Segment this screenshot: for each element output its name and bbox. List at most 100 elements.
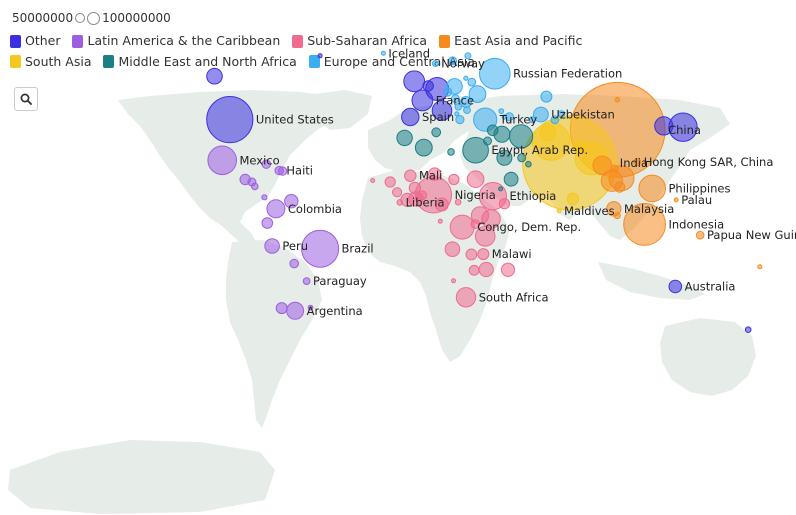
bubble-country[interactable] xyxy=(463,106,471,114)
bubble-country[interactable] xyxy=(500,262,516,277)
bubble-country[interactable] xyxy=(503,171,519,187)
bubble-country[interactable] xyxy=(428,167,442,181)
bubble-country[interactable] xyxy=(261,194,268,201)
legend-item-east-asia-pacific[interactable]: East Asia and Pacific xyxy=(439,32,582,50)
bubble-country[interactable] xyxy=(528,116,537,124)
bubble-country[interactable] xyxy=(444,241,461,257)
bubble-country[interactable] xyxy=(614,96,621,103)
bubble-country[interactable] xyxy=(431,100,453,121)
bubble-maldives[interactable] xyxy=(556,208,562,214)
bubble-country[interactable] xyxy=(463,75,469,81)
bubble-country[interactable] xyxy=(451,278,456,284)
bubble-country[interactable] xyxy=(454,111,460,117)
search-button[interactable] xyxy=(14,87,38,111)
bubble-liberia[interactable] xyxy=(396,199,404,206)
bubble-country[interactable] xyxy=(307,304,314,311)
bubble-country[interactable] xyxy=(396,129,413,147)
bubble-country[interactable] xyxy=(277,166,288,176)
bubble-country[interactable] xyxy=(478,261,494,278)
bubble-country[interactable] xyxy=(610,164,619,173)
bubble-country[interactable] xyxy=(370,178,376,183)
bubble-country[interactable] xyxy=(486,124,499,137)
bubble-country[interactable] xyxy=(557,110,566,118)
bubble-country[interactable] xyxy=(443,87,453,97)
legend-item-south-asia[interactable]: South Asia xyxy=(10,53,92,71)
bubble-colombia[interactable] xyxy=(266,199,286,219)
bubble-country[interactable] xyxy=(466,170,485,188)
bubble-iceland[interactable] xyxy=(380,50,386,56)
bubble-country[interactable] xyxy=(437,218,443,224)
legend-item-latin-america[interactable]: Latin America & the Caribbean xyxy=(72,32,280,50)
bubble-country[interactable] xyxy=(448,56,458,66)
bubble-country[interactable] xyxy=(539,124,557,141)
bubbles-layer[interactable] xyxy=(206,50,763,334)
bubble-country[interactable] xyxy=(498,108,505,114)
bubble-paraguay[interactable] xyxy=(302,277,311,286)
bubble-malawi[interactable] xyxy=(477,248,490,261)
bubble-argentina[interactable] xyxy=(286,301,305,320)
bubble-country[interactable] xyxy=(483,136,492,146)
bubble-country[interactable] xyxy=(468,264,480,276)
bubble-country[interactable] xyxy=(613,212,621,220)
legend-item-other[interactable]: Other xyxy=(10,32,61,50)
bubble-country[interactable] xyxy=(289,258,300,269)
bubble-country[interactable] xyxy=(454,198,462,206)
bubble-country[interactable] xyxy=(550,115,560,125)
bubble-country[interactable] xyxy=(572,139,587,154)
bubble-country[interactable] xyxy=(284,194,299,209)
bubble-country[interactable] xyxy=(408,181,422,195)
bubble-country[interactable] xyxy=(540,90,553,103)
bubble-country[interactable] xyxy=(517,153,527,163)
bubble-country[interactable] xyxy=(566,192,580,206)
bubble-country[interactable] xyxy=(448,173,460,186)
bubble-norway[interactable] xyxy=(431,60,439,67)
bubble-country[interactable] xyxy=(261,159,271,169)
bubble-country[interactable] xyxy=(470,219,481,230)
bubble-country[interactable] xyxy=(434,197,449,212)
bubble-country[interactable] xyxy=(498,186,504,192)
bubble-country[interactable] xyxy=(275,302,288,315)
bubble-country[interactable] xyxy=(614,181,626,193)
bubble-country[interactable] xyxy=(392,187,403,198)
bubble-country[interactable] xyxy=(501,114,508,120)
bubble-uzbekistan[interactable] xyxy=(533,106,549,123)
bubble-france[interactable] xyxy=(411,89,434,112)
bubble-country[interactable] xyxy=(525,160,532,168)
bubble-country[interactable] xyxy=(455,115,465,125)
bubble-philippines[interactable] xyxy=(638,174,667,203)
bubble-country[interactable] xyxy=(496,149,513,166)
legend-item-sub-saharan-africa[interactable]: Sub-Saharan Africa xyxy=(292,32,427,50)
bubble-country[interactable] xyxy=(464,52,472,60)
bubble-egypt-arab-rep[interactable] xyxy=(462,136,489,164)
bubble-peru[interactable] xyxy=(264,238,280,254)
bubble-russian-federation[interactable] xyxy=(479,57,511,90)
bubble-country[interactable] xyxy=(415,193,424,202)
legend-item-middle-east[interactable]: Middle East and North Africa xyxy=(103,53,297,71)
bubble-country[interactable] xyxy=(447,148,455,156)
bubble-indonesia[interactable] xyxy=(623,203,666,246)
bubble-congo-dem-rep[interactable] xyxy=(449,214,475,240)
bubble-mali[interactable] xyxy=(404,169,417,182)
bubble-spain[interactable] xyxy=(401,107,420,127)
bubble-brazil[interactable] xyxy=(301,229,340,268)
bubble-country[interactable] xyxy=(744,326,752,334)
bubble-country[interactable] xyxy=(317,53,323,59)
bubble-country[interactable] xyxy=(454,103,463,111)
bubble-country[interactable] xyxy=(206,67,223,85)
bubble-country[interactable] xyxy=(422,80,434,92)
bubble-country[interactable] xyxy=(654,116,674,136)
bubble-country[interactable] xyxy=(384,176,396,188)
bubble-country[interactable] xyxy=(431,127,442,138)
bubble-country[interactable] xyxy=(261,217,274,229)
bubble-australia[interactable] xyxy=(668,279,683,294)
bubble-united-states[interactable] xyxy=(206,96,254,144)
bubble-country[interactable] xyxy=(592,155,613,176)
bubble-country[interactable] xyxy=(468,85,487,103)
bubble-palau[interactable] xyxy=(673,197,679,203)
bubble-country[interactable] xyxy=(414,138,433,157)
bubble-country[interactable] xyxy=(465,248,478,261)
bubble-country[interactable] xyxy=(467,77,477,87)
bubble-country[interactable] xyxy=(451,94,460,103)
bubble-south-africa[interactable] xyxy=(455,287,477,308)
